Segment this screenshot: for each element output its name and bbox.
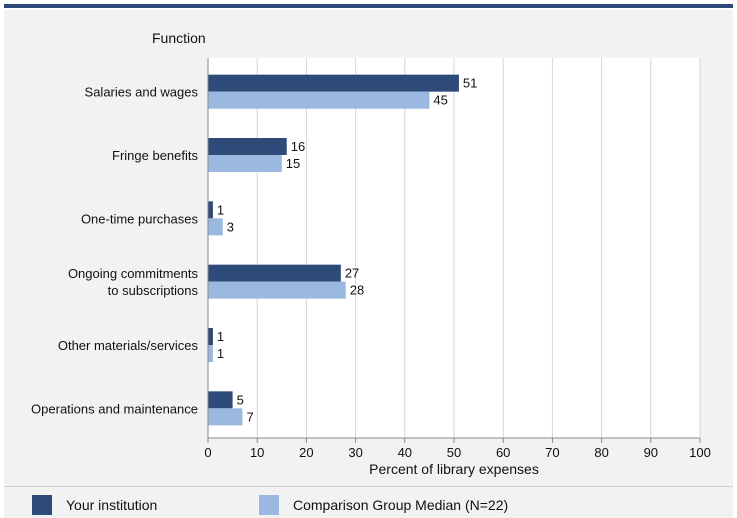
- legend-label-comparison-group: Comparison Group Median (N=22): [293, 497, 509, 513]
- bar-your-institution: [208, 74, 459, 92]
- x-tick-label: 80: [594, 445, 608, 460]
- x-tick-label: 90: [644, 445, 658, 460]
- bar-value-label: 51: [463, 76, 477, 91]
- bar-comparison: [208, 218, 223, 236]
- legend-label-your-institution: Your institution: [66, 497, 158, 513]
- bar-your-institution: [208, 264, 341, 282]
- x-tick-label: 40: [398, 445, 412, 460]
- x-tick-label: 20: [299, 445, 313, 460]
- x-tick-label: 60: [496, 445, 510, 460]
- bar-value-label: 5: [237, 392, 244, 407]
- bar-value-label: 3: [227, 219, 234, 234]
- bar-value-label: 1: [217, 329, 224, 344]
- bar-your-institution: [208, 328, 213, 345]
- x-axis-label: Percent of library expenses: [369, 461, 539, 477]
- bar-value-label: 45: [433, 93, 447, 108]
- legend-swatch-comparison-group: [259, 495, 279, 515]
- bar-value-label: 16: [291, 139, 305, 154]
- chart-title: Function: [152, 30, 206, 46]
- legend: Your institution Comparison Group Median…: [4, 486, 733, 518]
- bar-value-label: 7: [246, 409, 253, 424]
- x-tick-label: 50: [447, 445, 461, 460]
- category-label: Operations and maintenance: [31, 401, 198, 416]
- bar-comparison: [208, 281, 346, 299]
- x-tick-label: 30: [348, 445, 362, 460]
- top-accent-bar: [4, 4, 733, 8]
- x-tick-label: 10: [250, 445, 264, 460]
- bar-your-institution: [208, 391, 233, 409]
- x-tick-label: 0: [204, 445, 211, 460]
- category-label: Salaries and wages: [85, 85, 199, 100]
- bar-comparison: [208, 155, 282, 172]
- bar-value-label: 15: [286, 156, 300, 171]
- legend-item-your-institution: Your institution: [32, 495, 157, 515]
- category-label: to subscriptions: [108, 283, 199, 298]
- bar-value-label: 28: [350, 283, 364, 298]
- bar-your-institution: [208, 201, 213, 219]
- category-label: Other materials/services: [58, 338, 199, 353]
- x-tick-label: 100: [689, 445, 711, 460]
- category-label: Ongoing commitments: [68, 266, 199, 281]
- bar-comparison: [208, 345, 213, 362]
- bar-comparison: [208, 408, 243, 426]
- bar-value-label: 1: [217, 202, 224, 217]
- bar-comparison: [208, 91, 430, 109]
- category-label: Fringe benefits: [112, 148, 198, 163]
- legend-item-comparison-group: Comparison Group Median (N=22): [259, 495, 508, 515]
- legend-swatch-your-institution: [32, 495, 52, 515]
- x-tick-label: 70: [545, 445, 559, 460]
- bar-value-label: 1: [217, 346, 224, 361]
- bar-value-label: 27: [345, 266, 359, 281]
- bar-your-institution: [208, 138, 287, 155]
- category-label: One-time purchases: [81, 211, 199, 226]
